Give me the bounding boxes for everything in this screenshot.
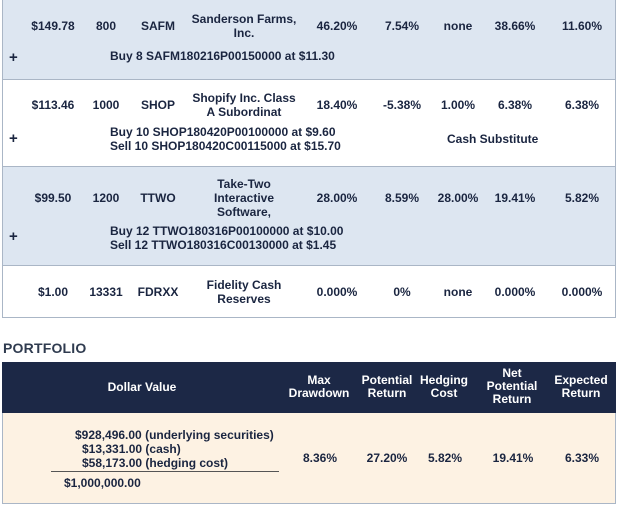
hedging-value: $58,173.00 (hedging cost) xyxy=(82,456,229,470)
company-name: Take-Two Interactive Software, xyxy=(213,177,275,219)
cash-value: $13,331.00 (cash) xyxy=(82,442,181,456)
price: $149.78 xyxy=(31,19,75,33)
metric-5: 6.38% xyxy=(564,98,600,112)
metric-4: 0.000% xyxy=(494,285,536,299)
expected-return-value: 6.33% xyxy=(564,451,600,465)
portfolio-title: PORTFOLIO xyxy=(3,340,87,356)
metric-3: none xyxy=(443,285,473,299)
metric-4: 6.38% xyxy=(497,98,533,112)
metric-3: 1.00% xyxy=(440,98,476,112)
portfolio-header: Dollar Value Max Drawdown Potential Retu… xyxy=(2,362,616,413)
ticker: SHOP xyxy=(140,98,175,112)
metric-1: 0.000% xyxy=(316,285,358,299)
positions-table: $149.78 800 SAFM Sanderson Farms, Inc. 4… xyxy=(2,0,616,318)
metric-5: 5.82% xyxy=(564,191,600,205)
company-name: Sanderson Farms, Inc. xyxy=(191,12,297,40)
expand-icon[interactable]: + xyxy=(9,130,18,147)
metric-3: none xyxy=(443,19,473,33)
shares: 1200 xyxy=(92,191,120,205)
portfolio-row: $928,496.00 (underlying securities) $13,… xyxy=(2,413,616,504)
header-hedging-cost: Hedging Cost xyxy=(420,373,468,400)
hedge-line: Buy 8 SAFM180216P00150000 at $11.30 xyxy=(110,49,335,63)
total-value: $1,000,000.00 xyxy=(64,476,141,490)
price: $113.46 xyxy=(31,98,75,112)
hedge-lines: Buy 12 TTWO180316P00100000 at $10.00 Sel… xyxy=(110,224,344,252)
metric-2: 7.54% xyxy=(384,19,420,33)
max-drawdown-value: 8.36% xyxy=(302,451,338,465)
hedging-cost-value: 5.82% xyxy=(427,451,463,465)
metric-3: 28.00% xyxy=(437,191,479,205)
metric-4: 38.66% xyxy=(494,19,536,33)
ticker: TTWO xyxy=(140,191,176,205)
ticker: FDRXX xyxy=(137,285,179,299)
table-row: $1.00 13331 FDRXX Fidelity Cash Reserves… xyxy=(2,266,616,318)
metric-1: 28.00% xyxy=(316,191,358,205)
table-row: $113.46 1000 SHOP Shopify Inc. Class A S… xyxy=(2,80,616,167)
metric-2: -5.38% xyxy=(382,98,422,112)
company-name: Shopify Inc. Class A Subordinat xyxy=(192,91,296,119)
expand-icon[interactable]: + xyxy=(9,228,18,245)
hedge-lines: Buy 10 SHOP180420P00100000 at $9.60 Sell… xyxy=(110,125,341,153)
price: $99.50 xyxy=(34,191,72,205)
header-net-potential-return: Net Potential Return xyxy=(486,366,538,406)
price: $1.00 xyxy=(37,285,69,299)
table-row: $149.78 800 SAFM Sanderson Farms, Inc. 4… xyxy=(2,0,616,80)
header-potential-return: Potential Return xyxy=(361,373,413,400)
metric-5: 11.60% xyxy=(561,19,603,33)
shares: 1000 xyxy=(92,98,120,112)
header-max-drawdown: Max Drawdown xyxy=(288,373,350,400)
ticker: SAFM xyxy=(141,19,175,33)
header-expected-return: Expected Return xyxy=(554,373,608,400)
shares: 800 xyxy=(95,19,117,33)
potential-return-value: 27.20% xyxy=(366,451,408,465)
sum-divider xyxy=(51,471,279,472)
header-dollar-value: Dollar Value xyxy=(107,380,177,394)
shares: 13331 xyxy=(89,285,123,299)
underlying-value: $928,496.00 (underlying securities) xyxy=(75,428,274,442)
company-name: Fidelity Cash Reserves xyxy=(206,278,282,306)
metric-4: 19.41% xyxy=(494,191,536,205)
metric-5: 0.000% xyxy=(561,285,603,299)
metric-1: 18.40% xyxy=(316,98,358,112)
metric-1: 46.20% xyxy=(316,19,358,33)
cash-substitute-label: Cash Substitute xyxy=(447,132,539,146)
metric-2: 0% xyxy=(393,285,411,299)
net-potential-return-value: 19.41% xyxy=(492,451,534,465)
metric-2: 8.59% xyxy=(384,191,420,205)
table-row: $99.50 1200 TTWO Take-Two Interactive So… xyxy=(2,167,616,266)
expand-icon[interactable]: + xyxy=(9,49,18,66)
